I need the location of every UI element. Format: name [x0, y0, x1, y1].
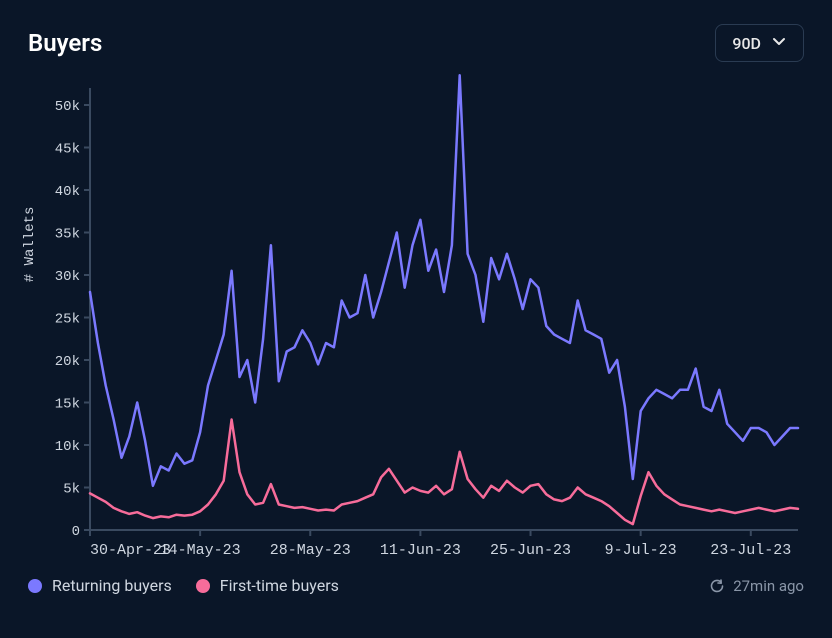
legend-label: Returning buyers [52, 576, 172, 595]
card-footer: Returning buyers First-time buyers 27min … [28, 576, 804, 595]
x-tick-label: 23-Jul-23 [710, 542, 791, 559]
legend-swatch [196, 579, 210, 593]
y-tick-label: 40k [55, 184, 80, 200]
x-tick-label: 14-May-23 [160, 542, 241, 559]
y-tick-label: 20k [55, 354, 80, 370]
x-tick-label: 25-Jun-23 [490, 542, 571, 559]
legend-swatch [28, 579, 42, 593]
x-tick-label: 9-Jul-23 [605, 542, 677, 559]
time-range-label: 90D [732, 34, 761, 53]
card-header: Buyers 90D [28, 24, 804, 62]
y-tick-label: 30k [55, 269, 80, 285]
legend-item: Returning buyers [28, 576, 172, 595]
y-tick-label: 50k [55, 99, 80, 115]
last-updated-label: 27min ago [733, 577, 804, 595]
legend-label: First-time buyers [220, 576, 339, 595]
legend-item: First-time buyers [196, 576, 339, 595]
x-tick-label: 11-Jun-23 [380, 542, 461, 559]
chart-area: # Wallets 05k10k15k20k25k30k35k40k45k50k… [28, 70, 804, 570]
y-tick-label: 0 [72, 524, 80, 540]
buyers-chart-card: Buyers 90D # Wallets 05k10k15k20k25k30k3… [0, 0, 832, 638]
chevron-down-icon [771, 33, 787, 53]
series-returning [90, 75, 798, 486]
legend: Returning buyers First-time buyers [28, 576, 339, 595]
card-title: Buyers [28, 29, 102, 57]
y-tick-label: 15k [55, 397, 80, 413]
series-first_time [90, 420, 798, 525]
line-chart-svg: 05k10k15k20k25k30k35k40k45k50k30-Apr-231… [28, 70, 804, 570]
last-updated: 27min ago [709, 577, 804, 595]
y-tick-label: 35k [55, 227, 80, 243]
refresh-icon [709, 578, 725, 594]
time-range-dropdown[interactable]: 90D [715, 24, 804, 62]
y-tick-label: 45k [55, 142, 80, 158]
y-tick-label: 5k [63, 482, 80, 498]
x-tick-label: 28-May-23 [270, 542, 351, 559]
y-tick-label: 10k [55, 439, 80, 455]
y-tick-label: 25k [55, 312, 80, 328]
